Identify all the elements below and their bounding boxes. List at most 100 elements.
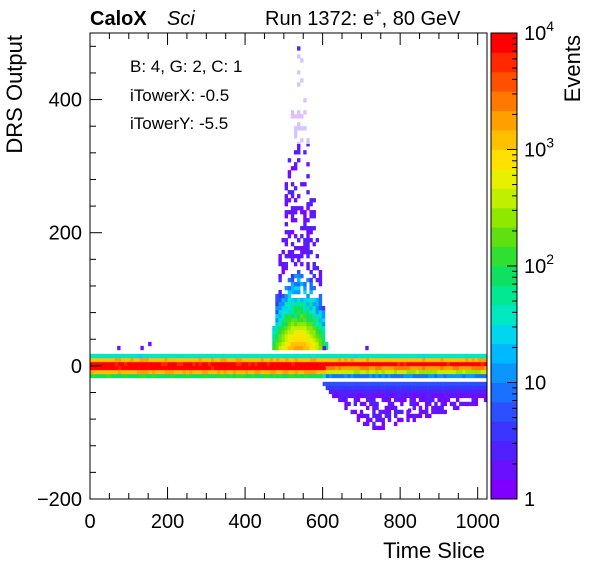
heatmap-cell: [387, 409, 392, 415]
heatmap-cell: [309, 317, 313, 323]
heatmap-cell: [471, 393, 475, 399]
heatmap-cell: [316, 369, 320, 375]
color-bar-segment: [491, 207, 517, 228]
heatmap-cell: [307, 361, 311, 367]
heatmap-cell: [306, 238, 310, 243]
heatmap-cell: [321, 333, 326, 339]
heatmap-cell: [189, 365, 193, 371]
heatmap-cell: [278, 317, 282, 323]
heatmap-cell: [406, 353, 410, 359]
heatmap-cell: [421, 357, 426, 363]
heatmap-cell: [397, 369, 401, 375]
heatmap-cell: [455, 361, 460, 367]
heatmap-cell: [290, 194, 295, 199]
heatmap-cell: [198, 369, 202, 375]
heatmap-cell: [210, 365, 215, 371]
heatmap-cell: [232, 353, 237, 359]
heatmap-cell: [424, 401, 429, 407]
heatmap-cell: [310, 353, 314, 359]
heatmap-cell: [248, 357, 252, 363]
heatmap-cell: [315, 277, 320, 283]
heatmap-cell: [446, 361, 451, 367]
heatmap-cell: [152, 369, 156, 375]
heatmap-cell: [350, 409, 354, 415]
heatmap-cell: [284, 198, 289, 203]
heatmap-cell: [99, 353, 103, 359]
heatmap-cell: [303, 305, 307, 311]
heatmap-cell: [223, 365, 227, 371]
heatmap-cell: [294, 357, 299, 363]
heatmap-cell: [315, 317, 320, 323]
heatmap-cell: [397, 409, 401, 415]
heatmap-cell: [378, 417, 382, 423]
heatmap-cell: [347, 365, 351, 371]
heatmap-cell: [356, 385, 361, 391]
heatmap-cell: [483, 353, 488, 359]
heatmap-cell: [260, 361, 264, 367]
heatmap-cell: [99, 357, 103, 363]
color-bar-segment: [491, 168, 517, 189]
heatmap-cell: [229, 353, 233, 359]
heatmap-cell: [437, 365, 441, 371]
heatmap-cell: [297, 317, 301, 323]
heatmap-cell: [434, 409, 438, 415]
heatmap-cell: [362, 381, 367, 387]
heatmap-cell: [281, 321, 285, 327]
heatmap-cell: [235, 361, 240, 367]
heatmap-cell: [257, 357, 261, 363]
heatmap-cell: [297, 246, 301, 251]
heatmap-cell: [170, 369, 175, 375]
heatmap-cell: [471, 389, 475, 395]
heatmap-cell: [378, 385, 382, 391]
heatmap-cell: [434, 353, 438, 359]
heatmap-cell: [111, 357, 116, 363]
heatmap-cell: [290, 297, 295, 303]
heatmap-cell: [387, 373, 392, 379]
heatmap-cell: [465, 393, 469, 399]
heatmap-cell: [409, 357, 413, 363]
heatmap-cell: [465, 389, 469, 395]
heatmap-cell: [300, 361, 305, 367]
heatmap-cell: [217, 365, 221, 371]
heatmap-cell: [424, 369, 429, 375]
heatmap-cell: [319, 369, 323, 375]
heatmap-cell: [449, 369, 454, 375]
heatmap-cell: [366, 405, 370, 411]
heatmap-cell: [335, 365, 339, 371]
heatmap-cell: [428, 373, 432, 379]
heatmap-cell: [121, 353, 125, 359]
heatmap-cell: [210, 361, 215, 367]
heatmap-cell: [366, 421, 370, 427]
heatmap-cell: [477, 393, 482, 399]
heatmap-cell: [307, 357, 311, 363]
heatmap-cell: [297, 369, 302, 375]
heatmap-cell: [309, 341, 313, 347]
heatmap-cell: [309, 325, 313, 331]
heatmap-cell: [217, 353, 221, 359]
heatmap-cell: [226, 365, 230, 371]
heatmap-cell: [293, 234, 298, 239]
heatmap-cell: [207, 353, 212, 359]
heatmap-cell: [164, 373, 168, 379]
heatmap-cell: [353, 393, 358, 399]
heatmap-cell: [291, 357, 295, 363]
heatmap-cells: [90, 46, 488, 431]
heatmap-cell: [309, 214, 313, 219]
heatmap-cell: [111, 373, 116, 379]
heatmap-cell: [306, 250, 310, 255]
heatmap-cell: [223, 357, 227, 363]
heatmap-cell: [338, 381, 342, 387]
heatmap-cell: [353, 365, 358, 371]
heatmap-cell: [480, 389, 485, 395]
heatmap-cell: [440, 381, 444, 387]
heatmap-cell: [192, 361, 196, 367]
heatmap-cell: [415, 385, 420, 391]
heatmap-cell: [281, 329, 285, 335]
heatmap-cell: [393, 413, 398, 419]
heatmap-cell: [335, 361, 339, 367]
heatmap-cell: [462, 389, 466, 395]
heatmap-cell: [421, 353, 426, 359]
heatmap-cell: [350, 385, 354, 391]
heatmap-cell: [310, 365, 314, 371]
heatmap-cell: [446, 397, 451, 403]
